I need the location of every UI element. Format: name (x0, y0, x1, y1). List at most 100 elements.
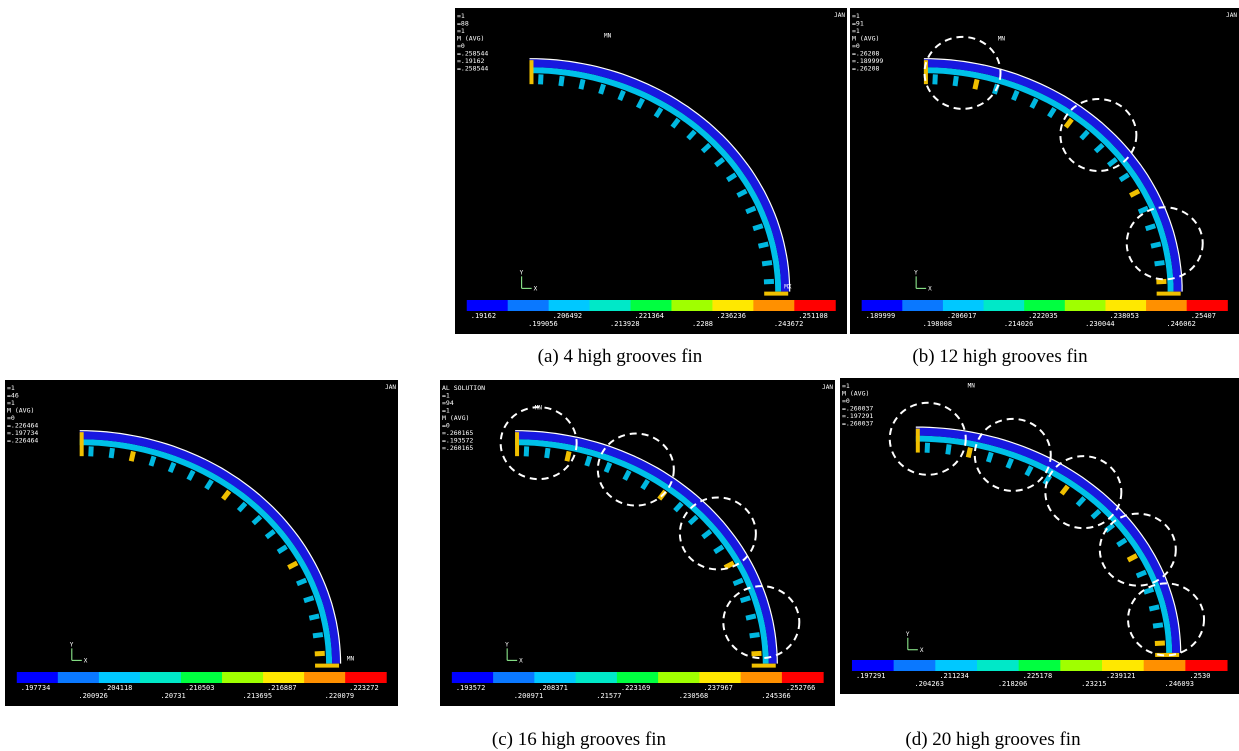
legend-label: .25407 (1191, 312, 1216, 320)
legend-swatch (467, 300, 508, 311)
legend-label: .208371 (538, 684, 568, 692)
legend-swatch (1187, 300, 1228, 311)
legend-label: .2288 (692, 320, 713, 328)
legend-swatch (99, 672, 141, 683)
axis-y-label: Y (70, 641, 74, 648)
legend-swatch (782, 672, 824, 683)
legend-swatch (58, 672, 100, 683)
axis-y-label: Y (914, 269, 918, 276)
fin (1013, 91, 1017, 100)
fin (151, 456, 154, 466)
fin (1139, 208, 1148, 212)
legend-swatch (984, 300, 1025, 311)
fin (304, 598, 314, 601)
legend-swatch (181, 672, 223, 683)
legend-label: .198008 (923, 320, 953, 328)
legend-swatch (452, 672, 494, 683)
legend-label: .193572 (456, 684, 486, 692)
legend-label: .211234 (939, 672, 969, 680)
marker-label: MN (347, 655, 355, 662)
caption: (b) 12 high grooves fin (912, 346, 1088, 367)
legend-swatch (617, 672, 659, 683)
contour-panel: AL SOLUTION=1=94=1M (AVG)=0=.260165=.193… (440, 380, 835, 706)
axis-x-label: X (84, 657, 88, 664)
axis-x-label: X (928, 285, 932, 292)
marker-label: MX (784, 283, 792, 290)
caption: (a) 4 high grooves fin (538, 346, 703, 367)
legend-swatch (1024, 300, 1065, 311)
legend-swatch (17, 672, 59, 683)
legend-label: .222035 (1028, 312, 1058, 320)
legend-swatch (1146, 300, 1187, 311)
fin (1155, 263, 1165, 264)
legend-label: .236236 (716, 312, 746, 320)
fin (948, 444, 949, 454)
legend-label: .220079 (325, 692, 355, 700)
contour-panel: =1=91=1M (AVG)=0=.26208=.189999=.26208JA… (850, 8, 1239, 334)
fin (606, 463, 610, 472)
legend-swatch (345, 672, 387, 683)
fin (734, 580, 743, 584)
legend-swatch (852, 660, 894, 671)
legend-swatch (943, 300, 984, 311)
legend-swatch (1060, 660, 1102, 671)
legend-label: .238053 (1109, 312, 1139, 320)
legend-swatch (493, 672, 535, 683)
contour-panel: =1M (AVG)=0=.260037=.197291=.260037MNYX.… (840, 378, 1239, 694)
legend-label: .216887 (267, 684, 297, 692)
legend-label: .245366 (761, 692, 791, 700)
legend-label: .210503 (185, 684, 215, 692)
fin (1149, 607, 1159, 609)
fin (111, 448, 112, 458)
legend-label: .206492 (553, 312, 583, 320)
legend-swatch (534, 672, 576, 683)
legend-label: .200971 (514, 692, 544, 700)
fin (758, 244, 768, 246)
fin (601, 84, 604, 94)
axis-y-label: Y (520, 269, 524, 276)
legend-swatch (894, 660, 936, 671)
legend-swatch (1144, 660, 1186, 671)
legend-label: .199056 (528, 320, 558, 328)
corner-text: JAN (1226, 12, 1237, 19)
legend-label: .230568 (679, 692, 709, 700)
legend-label: .243672 (774, 320, 804, 328)
legend-label: .23215 (1081, 680, 1106, 688)
info-text: =.226464 (7, 437, 38, 445)
fin (547, 448, 548, 458)
marker-label: MN (968, 382, 976, 389)
legend-label: .223272 (349, 684, 379, 692)
fin (309, 616, 319, 618)
legend-label: .221364 (635, 312, 665, 320)
info-text: =.258544 (457, 65, 488, 73)
legend-label: .251108 (798, 312, 828, 320)
base-strip (752, 664, 776, 668)
fin (741, 598, 751, 601)
fin (1144, 589, 1154, 592)
legend-swatch (658, 672, 700, 683)
legend-label: .218206 (998, 680, 1028, 688)
base-strip (764, 292, 788, 296)
fin (131, 451, 133, 461)
legend-label: .252766 (786, 684, 816, 692)
fin (968, 448, 970, 458)
corner-text: JAN (385, 384, 396, 391)
fin (1146, 226, 1156, 229)
legend-label: .239121 (1106, 672, 1136, 680)
info-text: =.260165 (442, 444, 473, 452)
base-strip (80, 432, 84, 456)
fin (313, 635, 323, 636)
contour-panel: =1=88=1M (AVG)=0=.258544=.19162=.258544J… (455, 8, 847, 334)
legend-swatch (902, 300, 943, 311)
fin (975, 79, 977, 89)
base-strip (515, 432, 519, 456)
marker-label: MN (604, 32, 612, 39)
contour-panel: =1=46=1M (AVG)=0=.226464=.197734=.226464… (5, 380, 398, 706)
base-strip (529, 60, 533, 84)
legend-swatch (671, 300, 712, 311)
legend-label: .204118 (103, 684, 133, 692)
fin (297, 580, 306, 584)
legend-swatch (508, 300, 549, 311)
legend-label: .197291 (856, 672, 886, 680)
fin (1008, 459, 1012, 468)
